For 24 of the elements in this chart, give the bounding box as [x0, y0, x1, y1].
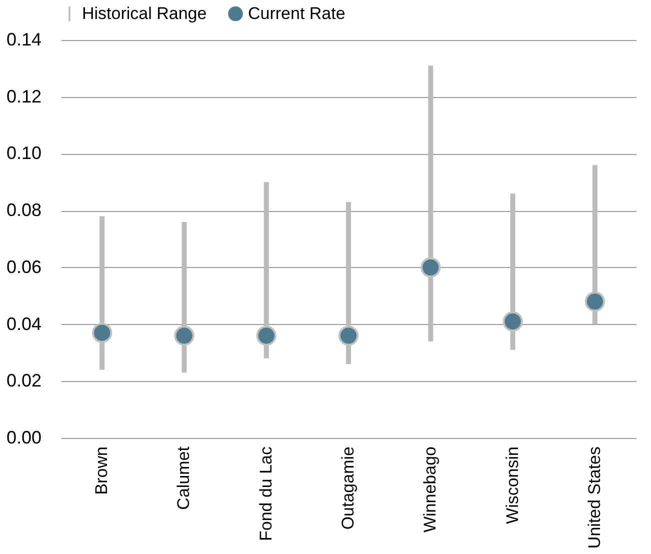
x-tick-label: Winnebago	[420, 446, 440, 533]
legend-label: Current Rate	[248, 4, 346, 23]
point	[256, 326, 276, 346]
x-tick-label: Fond du Lac	[256, 446, 276, 542]
x-tick-label: United States	[584, 446, 604, 549]
point	[174, 326, 194, 346]
y-tick-label: 0.12	[6, 86, 42, 106]
y-tick-label: 0.00	[6, 428, 42, 448]
point	[420, 257, 441, 278]
x-tick-label: Wisconsin	[502, 446, 522, 524]
y-tick-label: 0.10	[6, 143, 42, 164]
x-tick-label: Brown	[92, 446, 112, 495]
x-tick-label: Outagamie	[338, 446, 358, 530]
y-tick-label: 0.06	[6, 256, 42, 277]
y-tick-label: 0.04	[6, 314, 42, 334]
point	[92, 322, 112, 343]
y-tick-label: 0.02	[6, 370, 42, 391]
point	[502, 311, 523, 332]
y-tick-label: 0.14	[6, 30, 42, 50]
point	[338, 326, 359, 346]
y-tick-label: 0.08	[6, 200, 42, 220]
point	[584, 291, 606, 312]
x-tick-label: Calumet	[174, 446, 194, 510]
legend-label: Historical Range	[82, 4, 207, 23]
